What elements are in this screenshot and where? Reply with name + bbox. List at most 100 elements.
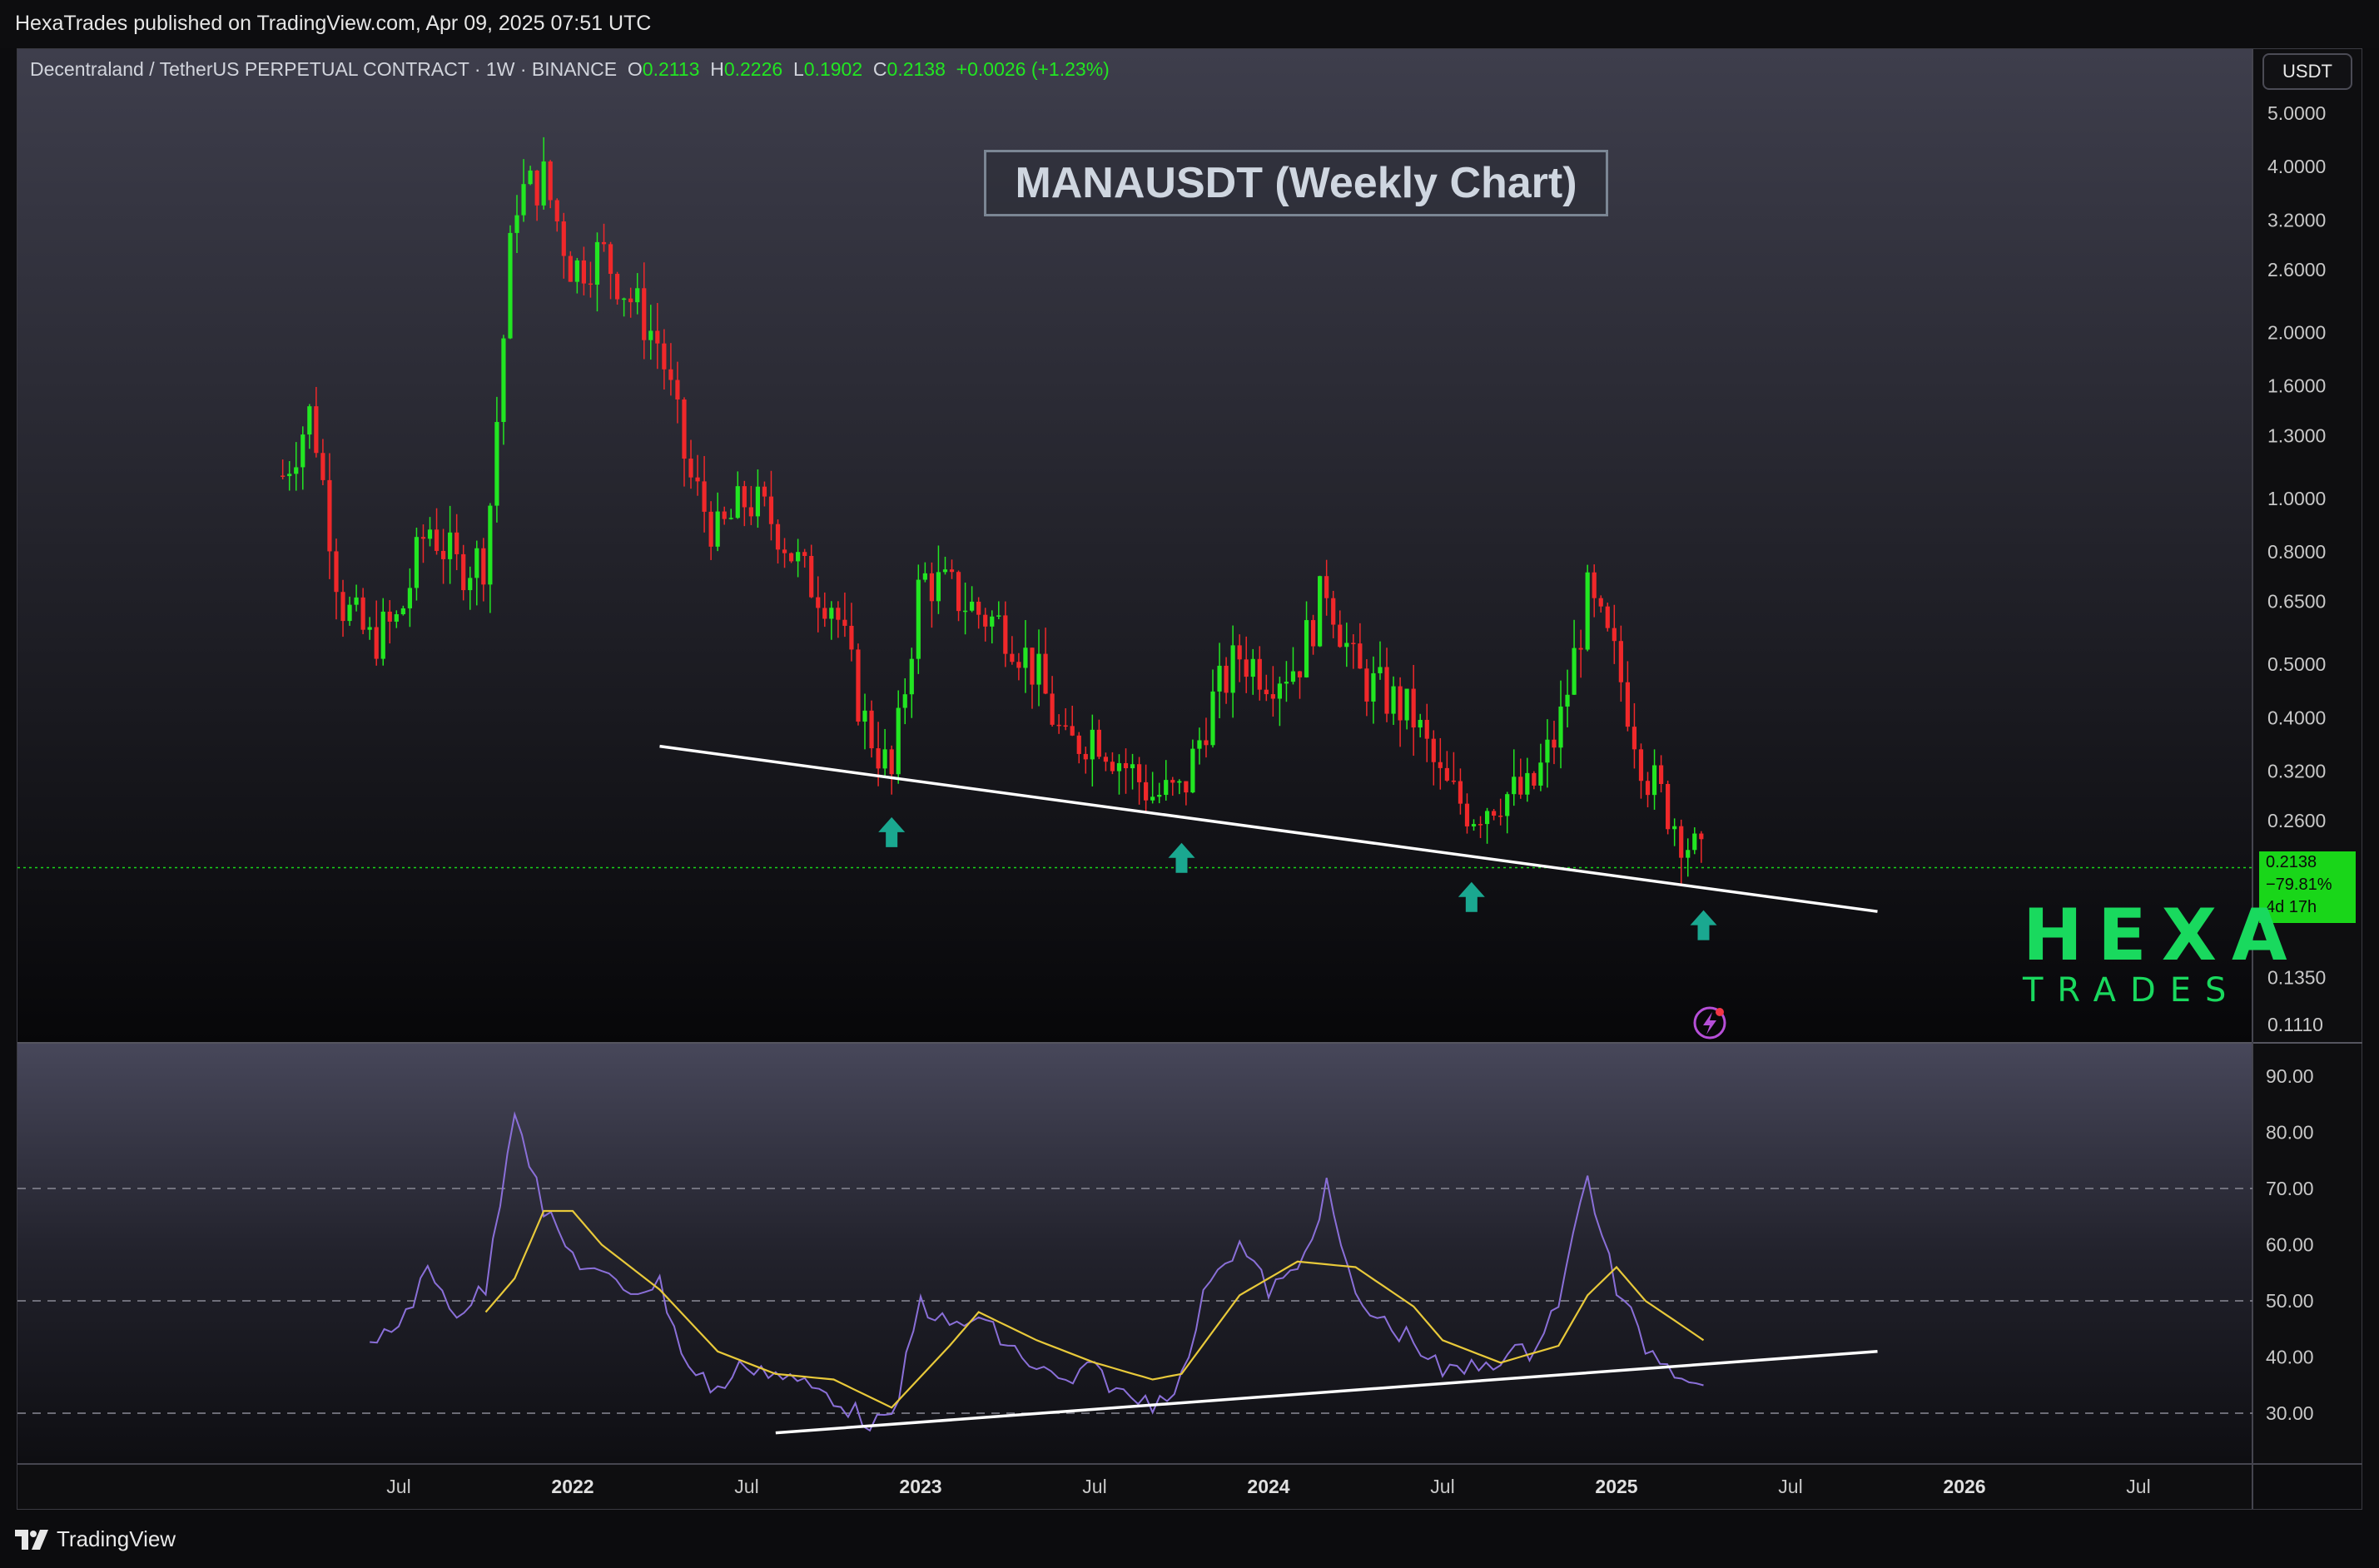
candle-body (1578, 648, 1583, 650)
candle-body (1444, 767, 1449, 781)
candle-body (574, 260, 579, 282)
support-trendline (659, 744, 1878, 913)
rsi-lines (370, 1111, 1878, 1435)
open-label: O (627, 58, 643, 80)
candle-body (1418, 719, 1423, 728)
candle-body (1144, 782, 1149, 801)
candle-body (1391, 686, 1396, 714)
price-axis-label: 0.1350 (2267, 967, 2326, 989)
rsi-pane-background (17, 1044, 2252, 1463)
support-arrows (878, 816, 1717, 940)
candle-body (1050, 693, 1055, 725)
candle-body (1572, 648, 1577, 695)
rsi-ma-line (484, 1209, 1705, 1409)
candle-body (1056, 724, 1061, 727)
candle-body (347, 604, 352, 622)
candle-body (1658, 765, 1664, 784)
candle-body (889, 749, 894, 775)
candle-body (1598, 598, 1603, 607)
candle-body (1585, 572, 1590, 650)
candle-body (956, 572, 961, 612)
price-axis-label: 1.3000 (2267, 424, 2326, 446)
candle-body (1170, 780, 1175, 783)
rsi-axis-label: 80.00 (2266, 1122, 2314, 1144)
candle-body (816, 597, 821, 608)
price-axis-label: 0.8000 (2267, 541, 2326, 563)
candle-body (628, 298, 633, 303)
candle-body (983, 614, 988, 627)
candle-body (1632, 727, 1637, 750)
candle-body (648, 330, 653, 340)
candle-body (1304, 620, 1309, 677)
candle-body (287, 474, 292, 477)
rsi-axis-panel[interactable] (2253, 1044, 2362, 1463)
candle-body (1076, 735, 1081, 754)
candle-body (1036, 653, 1041, 685)
symbol-name[interactable]: Decentraland / TetherUS PERPETUAL CONTRA… (30, 58, 618, 80)
candle-body (1505, 794, 1510, 816)
candle-body (1318, 576, 1323, 647)
candle-body (354, 597, 359, 605)
flash-icon[interactable] (1693, 1006, 1726, 1040)
candle-body (1484, 811, 1490, 825)
candle-body (1324, 576, 1329, 598)
candle-body (407, 588, 412, 608)
candle-body (360, 597, 365, 630)
candle-body (1257, 658, 1262, 690)
rsi-reference-lines (17, 1188, 2252, 1414)
candle-body (514, 215, 519, 233)
candle-body (1210, 691, 1215, 746)
candle-body (420, 537, 426, 539)
rsi-axis-label: 60.00 (2266, 1234, 2314, 1256)
candle-body (936, 572, 941, 602)
candle-body (1217, 665, 1222, 692)
change-value: +0.0026 (+1.23%) (956, 58, 1110, 80)
candle-body (387, 611, 392, 622)
candle-body (1378, 667, 1383, 673)
candle-body (809, 555, 814, 598)
candle-body (414, 537, 420, 588)
price-axis-label: 4.0000 (2267, 156, 2326, 177)
candle-body (1284, 682, 1289, 684)
candle-body (1123, 762, 1129, 769)
price-axis-label: 1.6000 (2267, 375, 2326, 397)
candle-body (916, 579, 921, 659)
candle-body (1224, 665, 1229, 693)
up-arrow-marker (1690, 910, 1717, 940)
price-axis-labels: 5.0000 4.0000 3.2000 2.6000 2.0000 1.6000 1.30… (2267, 102, 2326, 1035)
candle-body (1605, 606, 1610, 628)
logo-top-text: HEXA (2023, 894, 2302, 977)
candle-body (1518, 777, 1523, 795)
chart-title-box[interactable]: MANAUSDT (Weekly Chart) (984, 150, 1608, 216)
candle-body (668, 369, 673, 380)
candle-body (1310, 620, 1316, 647)
candle-body (1157, 795, 1162, 797)
logo-bottom-text: TRADES (2023, 971, 2241, 1010)
price-axis-label: 1.0000 (2267, 488, 2326, 509)
candle-body (688, 459, 693, 478)
time-axis-panel[interactable] (17, 1465, 2252, 1509)
price-axis-label: 5.0000 (2267, 102, 2326, 124)
candle-body (682, 399, 687, 459)
candle-body (896, 707, 901, 775)
candle-body (1451, 780, 1456, 782)
candle-body (400, 608, 405, 614)
rsi-axis-label: 30.00 (2266, 1402, 2314, 1424)
candle-body (461, 553, 466, 591)
candle-body (1592, 572, 1597, 598)
candle-body (281, 475, 286, 477)
tradingview-brand[interactable]: TradingView (15, 1526, 176, 1552)
candle-body (320, 453, 325, 480)
currency-button[interactable]: USDT (2262, 53, 2352, 90)
price-axis-label: 0.4000 (2267, 707, 2326, 728)
rsi-axis-label: 40.00 (2266, 1347, 2314, 1368)
candle-body (1244, 659, 1249, 677)
candle-body (314, 406, 319, 454)
candle-body (1424, 719, 1429, 739)
candle-body (735, 486, 740, 519)
candle-body (1464, 803, 1470, 826)
candle-body (1043, 653, 1048, 694)
candle-body (1398, 686, 1403, 721)
candle-body (561, 221, 566, 256)
